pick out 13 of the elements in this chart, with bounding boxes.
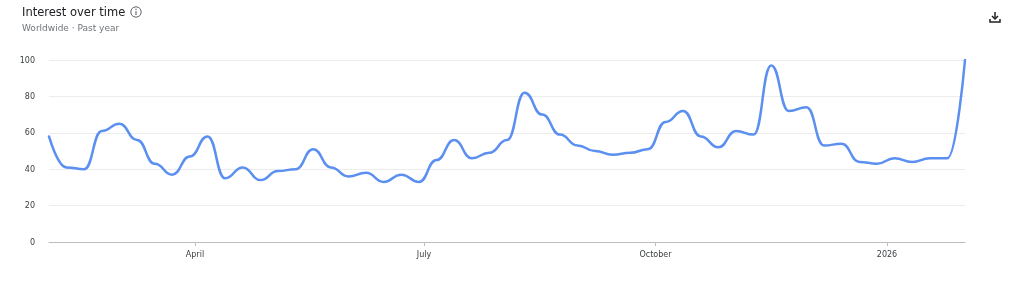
chart-title: Interest over time — [22, 5, 126, 19]
y-tick-label: 100 — [19, 55, 35, 65]
y-tick-label: 80 — [24, 91, 35, 101]
chart-subtitle: Worldwide · Past year — [22, 23, 120, 33]
y-tick-label: 0 — [29, 237, 35, 247]
y-tick-label: 40 — [24, 164, 35, 174]
x-tick-label: April — [185, 249, 205, 259]
y-tick-label: 20 — [24, 201, 35, 211]
line-series — [47, 58, 967, 184]
x-tick-label: October — [639, 249, 673, 259]
y-tick-label: 60 — [24, 128, 35, 138]
x-tick-label: 2026 — [876, 249, 898, 259]
x-tick-label: July — [415, 249, 432, 259]
